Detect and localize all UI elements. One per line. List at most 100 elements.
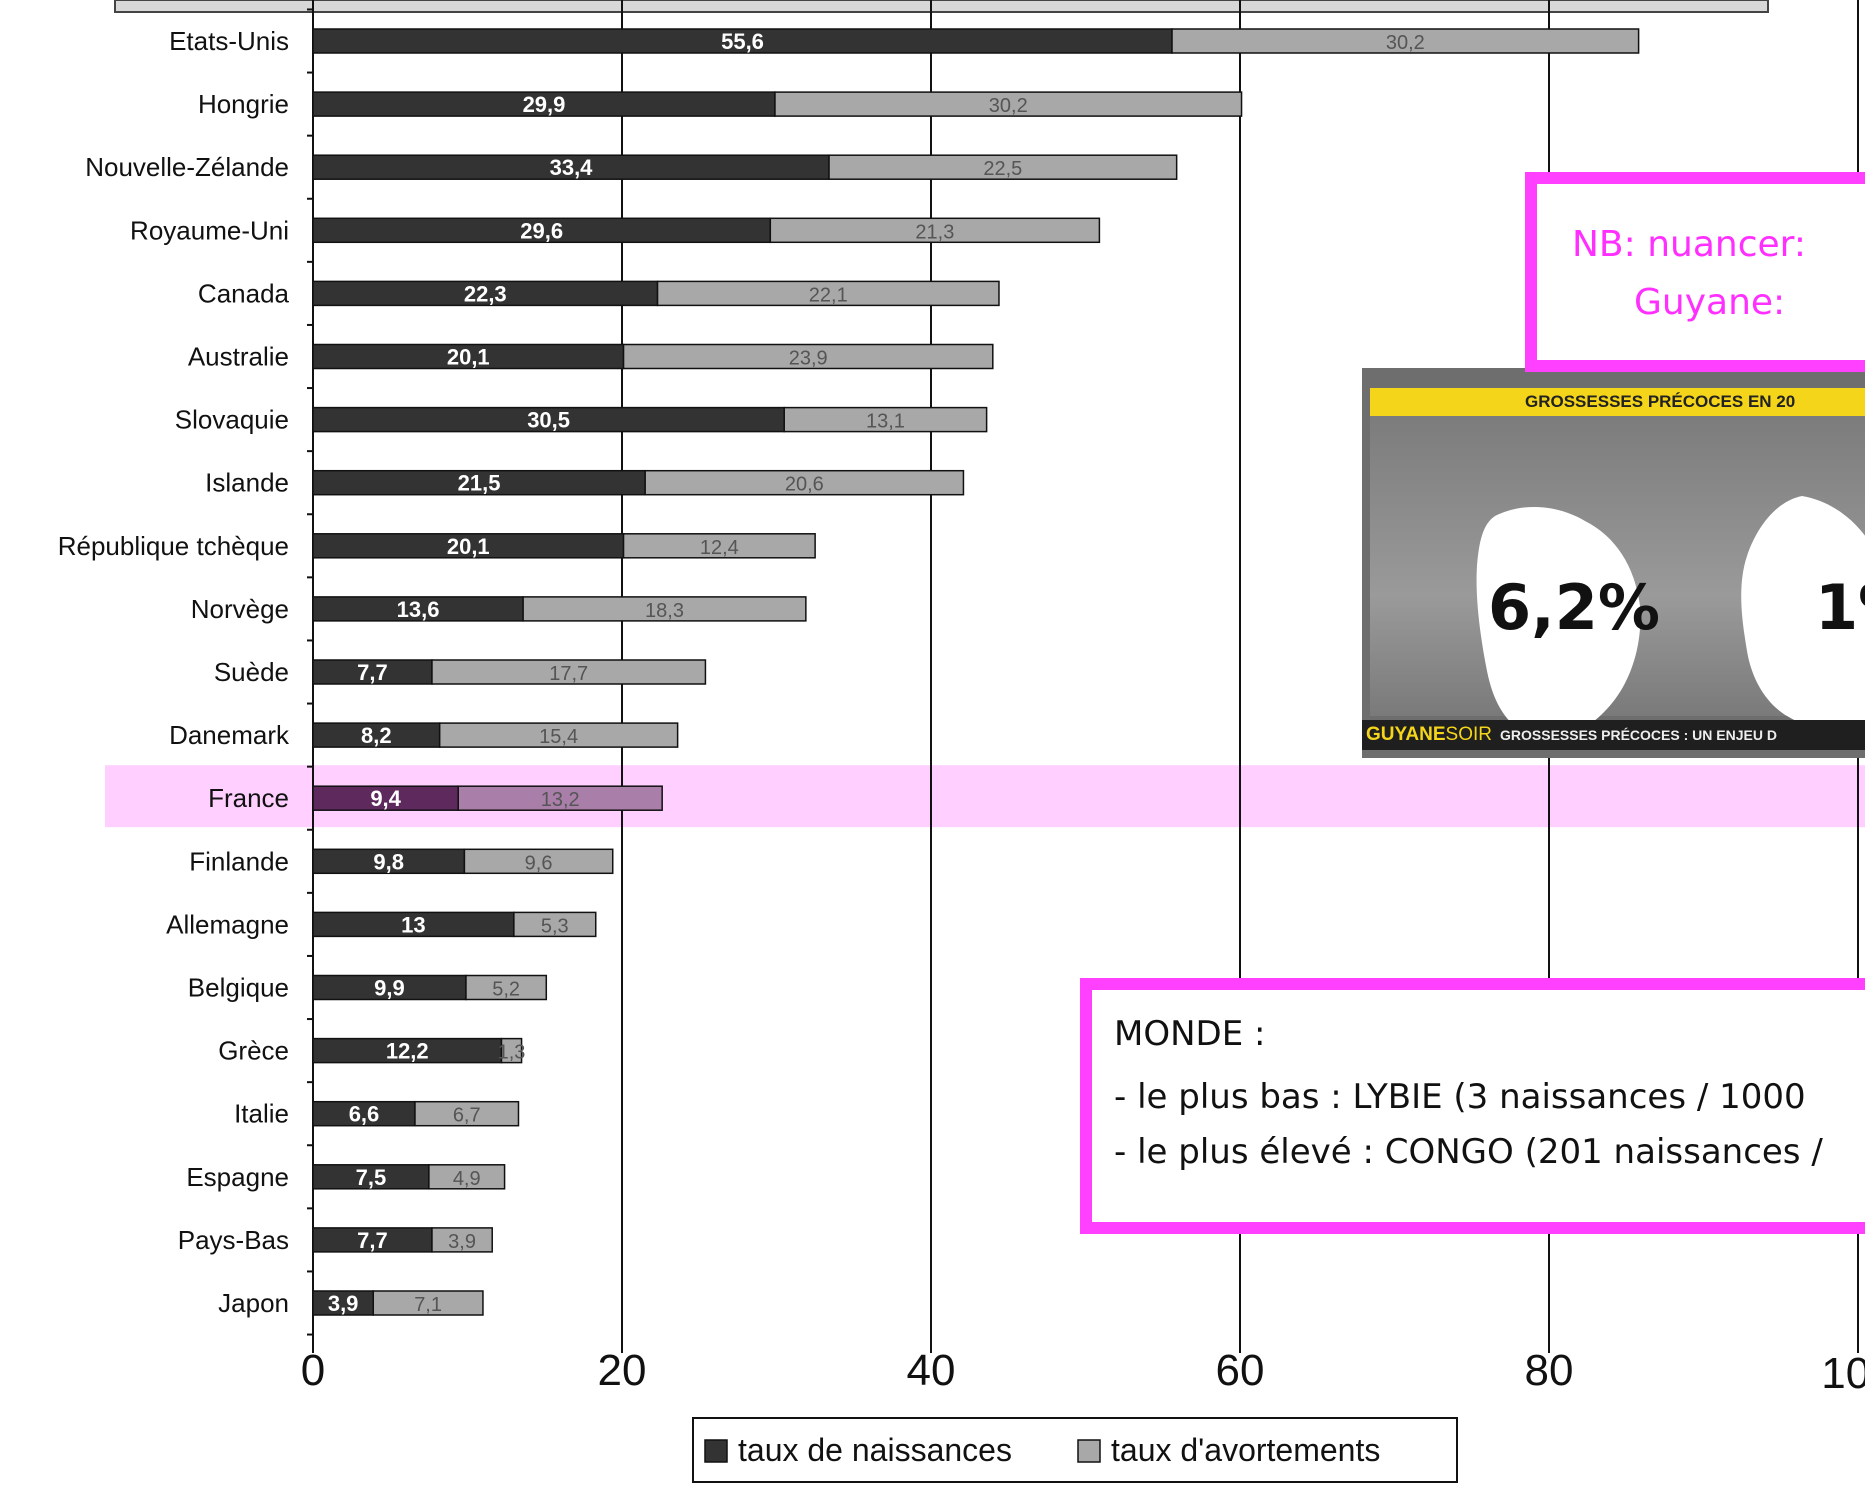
bar-avortements: [513, 911, 597, 938]
bar-naissances: [312, 722, 441, 748]
value-label-naissances: 20,1: [447, 345, 490, 370]
value-label-avortements: 17,7: [549, 663, 588, 685]
value-label-naissances: 7,7: [357, 1228, 388, 1253]
bar-avortements: [438, 722, 679, 748]
bar-naissances: [312, 217, 772, 244]
x-tick-label: 80: [1525, 1346, 1574, 1395]
value-label-naissances: 3,9: [328, 1291, 359, 1316]
news-card-banner: GROSSESSES PRÉCOCES EN 20: [1370, 388, 1865, 416]
monde-note-title: MONDE :: [1114, 1014, 1266, 1054]
news-card-image: GROSSESSES PRÉCOCES EN 20 6,2% 1% GUYANE…: [1362, 368, 1865, 758]
bar-avortements: [783, 406, 988, 433]
bar-naissances: [312, 659, 433, 685]
news-brand-guyane: GUYANE: [1366, 724, 1446, 745]
category-label: Japon: [218, 1288, 289, 1318]
legend-label-avortements: taux d'avortements: [1111, 1432, 1380, 1468]
bar-naissances: [312, 406, 785, 433]
value-label-naissances: 55,6: [721, 29, 764, 54]
value-label-naissances: 30,5: [527, 408, 570, 433]
bar-avortements: [1171, 28, 1640, 54]
value-label-naissances: 21,5: [458, 471, 501, 496]
category-label: Islande: [205, 468, 289, 498]
value-label-naissances: 13: [401, 912, 425, 937]
value-label-naissances: 29,9: [523, 92, 566, 117]
category-label: Norvège: [191, 594, 289, 624]
bar-avortements: [465, 974, 548, 1001]
france-map-icon: [1741, 496, 1865, 731]
value-label-avortements: 6,7: [453, 1105, 481, 1127]
value-label-naissances: 7,5: [356, 1165, 387, 1190]
category-label: Italie: [234, 1099, 289, 1129]
category-label: Nouvelle-Zélande: [85, 152, 289, 182]
value-label-avortements: 5,3: [541, 915, 569, 937]
x-tick-label: 0: [301, 1346, 325, 1395]
category-label: Royaume-Uni: [130, 215, 289, 245]
value-label-avortements: 4,9: [453, 1168, 481, 1190]
bar-avortements: [774, 91, 1243, 117]
category-label: République tchèque: [58, 531, 289, 561]
bar-naissances: [312, 911, 515, 938]
category-label: Pays-Bas: [178, 1225, 289, 1255]
bar-avortements: [656, 280, 1000, 307]
x-tick-label: 100: [1821, 1349, 1865, 1398]
value-label-avortements: 9,6: [525, 852, 553, 874]
bar-avortements: [622, 343, 994, 370]
x-tick-label: 60: [1216, 1346, 1265, 1395]
category-label: France: [208, 783, 289, 813]
monde-note-highest: - le plus élevé : CONGO (201 naissances …: [1114, 1132, 1823, 1172]
bar-avortements: [414, 1100, 520, 1127]
value-label-naissances: 8,2: [361, 723, 392, 748]
category-label: Espagne: [186, 1162, 289, 1192]
bar-naissances: [312, 343, 625, 370]
value-label-avortements: 30,2: [989, 95, 1028, 117]
value-label-avortements: 15,4: [539, 726, 578, 748]
value-label-avortements: 22,5: [983, 158, 1022, 180]
bar-naissances: [312, 785, 459, 811]
value-label-naissances: 9,9: [374, 976, 405, 1001]
value-label-avortements: 21,3: [915, 221, 954, 243]
category-label: Suède: [214, 657, 289, 687]
nb-note-line-2: Guyane:: [1634, 282, 1786, 323]
legend-box: [692, 1417, 1458, 1483]
value-label-avortements: 22,1: [809, 284, 848, 306]
bar-naissances: [312, 28, 1173, 54]
value-label-naissances: 7,7: [357, 660, 388, 685]
bar-avortements: [644, 469, 965, 496]
bar-avortements: [428, 1164, 506, 1190]
bar-avortements: [522, 596, 807, 622]
category-label: Etats-Unis: [169, 26, 289, 56]
news-card-body: 6,2% 1%: [1370, 416, 1865, 740]
value-label-avortements: 18,3: [645, 600, 684, 622]
category-label: Danemark: [169, 720, 290, 750]
x-tick-label: 40: [907, 1346, 956, 1395]
nb-note-box: NB: nuancer: Guyane:: [1525, 172, 1865, 372]
bar-naissances: [312, 91, 776, 117]
value-label-avortements: 1,3: [498, 1042, 526, 1064]
bar-avortements: [457, 785, 663, 811]
value-label-naissances: 13,6: [397, 597, 440, 622]
category-label: Hongrie: [198, 89, 289, 119]
chart-top-frame: [114, 0, 1769, 13]
guyane-map-icon: [1476, 506, 1641, 740]
value-label-avortements: 13,1: [866, 411, 905, 433]
bar-avortements: [372, 1290, 484, 1316]
value-label-naissances: 9,4: [370, 786, 401, 811]
value-label-naissances: 6,6: [349, 1102, 380, 1127]
bar-avortements: [622, 533, 816, 559]
value-label-avortements: 7,1: [414, 1294, 442, 1316]
bar-naissances: [312, 533, 625, 559]
bar-avortements: [769, 217, 1101, 244]
bar-avortements: [463, 848, 614, 875]
category-label: Australie: [188, 342, 289, 372]
legend-swatch-avortements: [1077, 1439, 1101, 1463]
bar-naissances: [312, 154, 830, 180]
bar-naissances: [312, 974, 467, 1001]
bar-avortements: [431, 1227, 493, 1253]
value-label-naissances: 22,3: [464, 281, 507, 306]
value-label-avortements: 30,2: [1386, 32, 1425, 54]
value-label-avortements: 5,2: [492, 979, 520, 1001]
guyane-percentage: 6,2%: [1488, 571, 1660, 644]
news-brand-soir: SOIR: [1445, 724, 1492, 745]
